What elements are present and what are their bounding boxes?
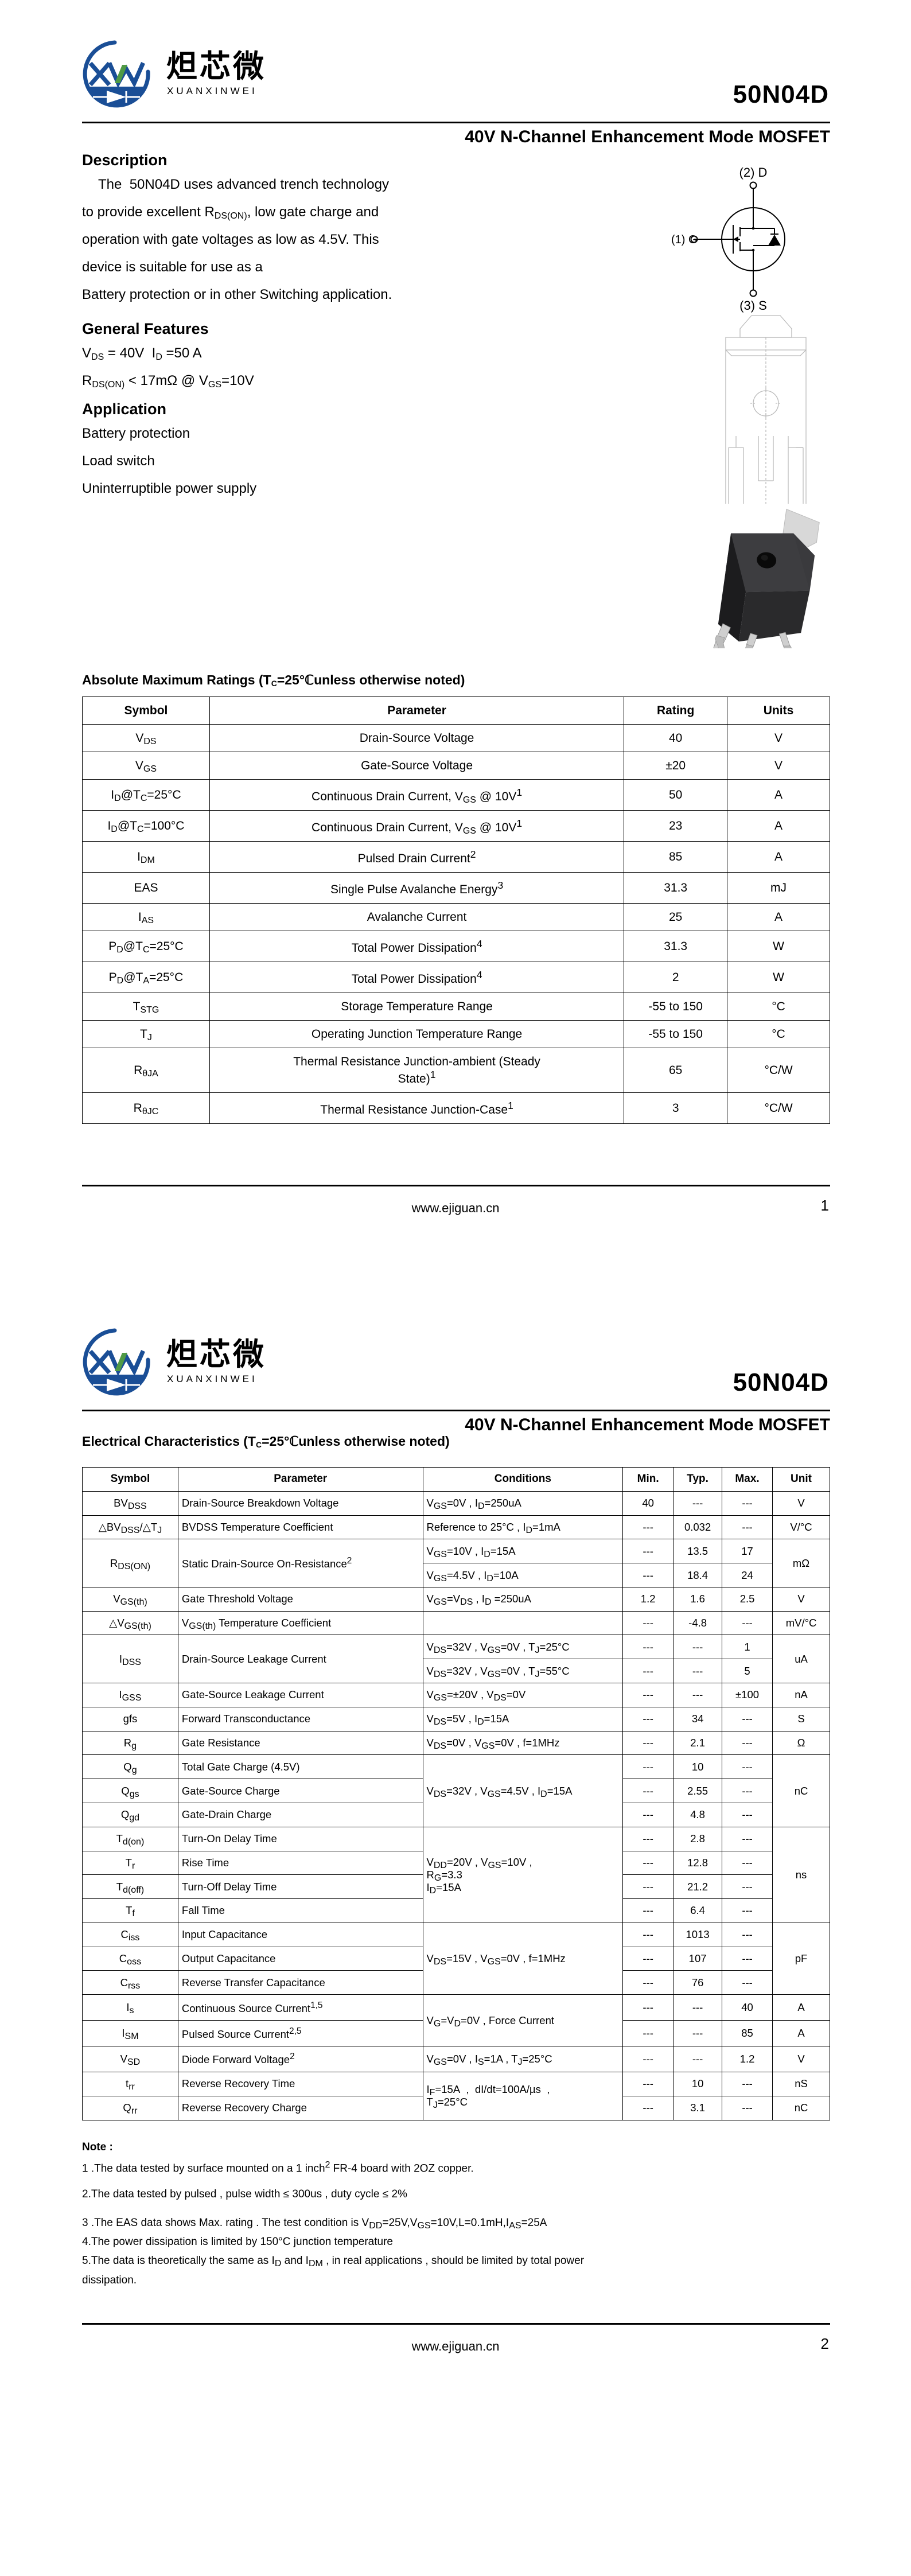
svg-text:(1) G: (1) G	[671, 234, 698, 246]
svg-text:(3) S: (3) S	[739, 298, 767, 313]
svg-text:(2) D: (2) D	[739, 165, 768, 180]
